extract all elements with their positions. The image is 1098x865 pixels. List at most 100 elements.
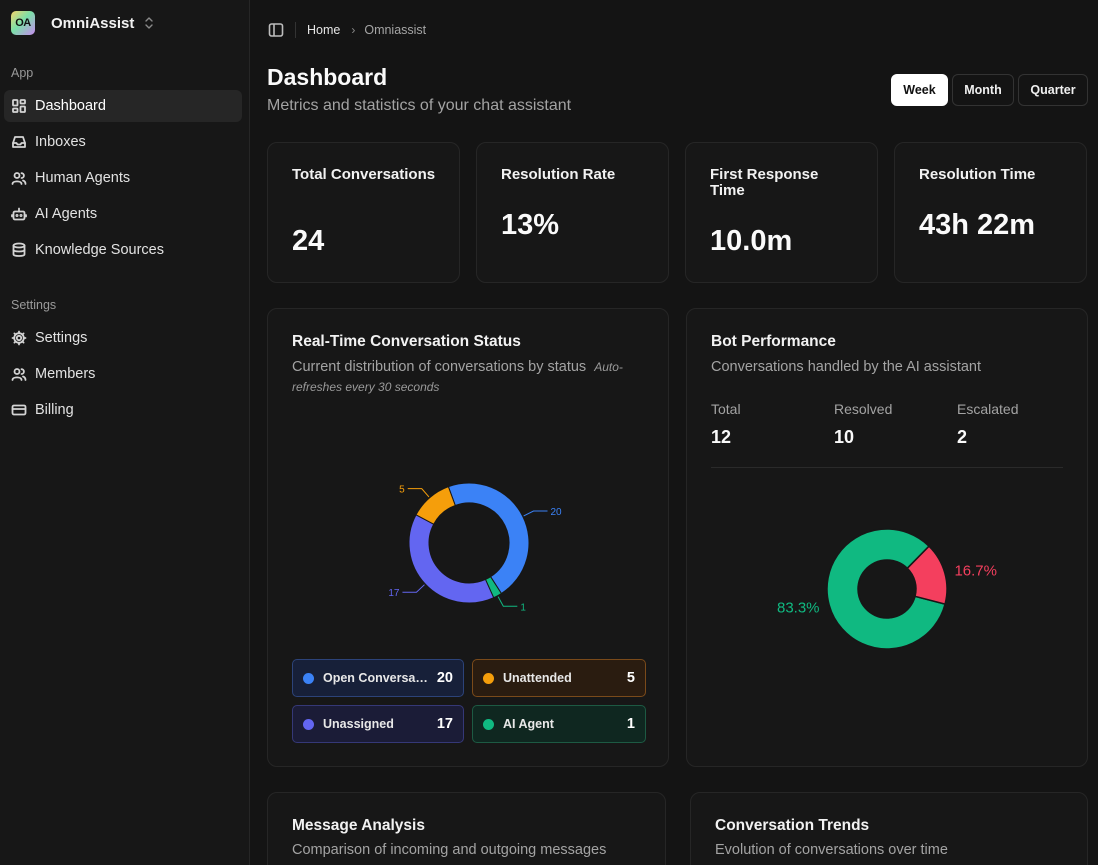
users-icon <box>11 172 27 185</box>
legend-dot <box>303 672 314 684</box>
card-subtitle-text: Current distribution of conversations by… <box>292 359 587 375</box>
realtime-status-card: Real-Time Conversation Status Current di… <box>267 308 669 767</box>
legend-open-conversations[interactable]: Open Conversations 20 <box>292 659 464 697</box>
sidebar-item-knowledge-sources[interactable]: Knowledge Sources <box>4 234 242 266</box>
legend-value: 5 <box>626 670 635 686</box>
message-analysis-card: Message Analysis Comparison of incoming … <box>267 792 666 865</box>
leader-line <box>523 510 548 517</box>
card-subtitle: Conversations handled by the AI assistan… <box>711 359 982 375</box>
conversation-trends-card: Conversation Trends Evolution of convers… <box>690 792 1088 865</box>
stat-label: Total Conversations <box>292 166 436 183</box>
divider <box>711 467 1063 468</box>
stat-card-total-conversations: Total Conversations 24 <box>267 142 460 283</box>
data-label: 5 <box>399 485 405 496</box>
sidebar-item-label: AI Agents <box>35 206 98 222</box>
sidebar-item-dashboard[interactable]: Dashboard <box>4 90 242 122</box>
stat-value: 24 <box>292 225 325 257</box>
stat-value: 10.0m <box>710 225 793 257</box>
legend-ai-agent[interactable]: AI Agent 1 <box>472 705 646 743</box>
credit-card-icon <box>11 404 27 416</box>
realtime-donut-chart: 20 1 17 5 <box>388 482 563 613</box>
users-icon <box>11 368 27 381</box>
period-quarter-button[interactable]: Quarter <box>1018 74 1088 106</box>
card-title: Real-Time Conversation Status <box>292 333 521 350</box>
database-icon <box>12 242 26 257</box>
card-subtitle: Comparison of incoming and outgoing mess… <box>292 842 607 858</box>
sidebar-item-label: Human Agents <box>35 170 131 186</box>
workspace-switcher[interactable]: OA OmniAssist <box>11 11 154 35</box>
data-label: 83.3% <box>777 600 820 617</box>
card-title: Message Analysis <box>292 817 425 834</box>
stat-card-resolution-rate: Resolution Rate 13% <box>476 142 669 283</box>
period-month-button[interactable]: Month <box>952 74 1014 106</box>
card-title: Conversation Trends <box>715 817 870 834</box>
sidebar-item-label: Members <box>35 366 96 382</box>
bot-metric-value: 2 <box>957 427 968 447</box>
stat-card-first-response-time: First Response Time 10.0m <box>685 142 878 283</box>
gear-icon <box>11 330 27 346</box>
bot-metric-value: 10 <box>834 427 855 447</box>
breadcrumb: Home › Omniassist <box>307 23 426 37</box>
legend-dot <box>483 718 494 730</box>
sidebar-item-billing[interactable]: Billing <box>4 394 242 426</box>
sidebar-item-label: Dashboard <box>35 98 106 114</box>
legend-value: 20 <box>436 670 453 686</box>
data-label: 16.7% <box>954 562 997 579</box>
donut-slice-unattended[interactable] <box>415 486 456 525</box>
donut-slice-escalated[interactable] <box>906 545 948 606</box>
legend-dot <box>483 672 494 684</box>
chevron-right-icon: › <box>351 23 356 37</box>
sidebar-item-members[interactable]: Members <box>4 358 242 390</box>
app-section-label: App <box>11 66 34 80</box>
stat-label: Resolution Time <box>919 166 1036 183</box>
legend-label: Unassigned <box>323 717 394 731</box>
sidebar-item-human-agents[interactable]: Human Agents <box>4 162 242 194</box>
leader-line <box>402 584 425 593</box>
bot-metric-label: Resolved <box>834 401 893 417</box>
leader-line <box>407 488 430 498</box>
stat-value: 13% <box>501 209 560 241</box>
sidebar-item-settings[interactable]: Settings <box>4 322 242 354</box>
auto-refresh-note: Auto-refreshes every 30 seconds <box>292 360 623 394</box>
donut-slice-open-conversations[interactable] <box>447 482 530 595</box>
sidebar-item-label: Knowledge Sources <box>35 242 164 258</box>
bot-performance-donut-chart: 83.3% 16.7% <box>777 528 997 650</box>
legend-value: 17 <box>436 716 453 732</box>
settings-section-label: Settings <box>11 298 57 312</box>
stat-card-resolution-time: Resolution Time 43h 22m <box>894 142 1087 283</box>
breadcrumb-home-link[interactable]: Home <box>307 23 341 37</box>
sidebar-item-label: Settings <box>35 330 88 346</box>
sidebar: OA OmniAssist App Dashboard Inboxes Huma… <box>0 0 250 865</box>
stat-label: Resolution Rate <box>501 166 616 183</box>
legend-unassigned[interactable]: Unassigned 17 <box>292 705 464 743</box>
sidebar-item-inboxes[interactable]: Inboxes <box>4 126 242 158</box>
stat-value: 43h 22m <box>919 209 1036 241</box>
period-week-button[interactable]: Week <box>891 74 948 106</box>
sidebar-item-label: Billing <box>35 402 74 418</box>
sidebar-item-ai-agents[interactable]: AI Agents <box>4 198 242 230</box>
topbar: Home › Omniassist <box>268 20 426 40</box>
card-subtitle: Current distribution of conversations by… <box>292 357 652 397</box>
brand-logo: OA <box>11 11 35 35</box>
sidebar-toggle-icon[interactable] <box>268 22 284 38</box>
chevron-up-down-icon <box>144 16 154 30</box>
donut-slice-unassigned[interactable] <box>408 514 495 604</box>
data-label: 20 <box>551 507 563 518</box>
bot-performance-card: Bot Performance Conversations handled by… <box>686 308 1088 767</box>
page-title: Dashboard <box>267 64 388 90</box>
legend-dot <box>303 718 314 730</box>
legend-label: Open Conversations <box>323 671 429 685</box>
legend-label: AI Agent <box>503 717 554 731</box>
legend-unattended[interactable]: Unattended 5 <box>472 659 646 697</box>
page-subtitle: Metrics and statistics of your chat assi… <box>267 97 572 114</box>
bot-metric-label: Escalated <box>957 401 1019 417</box>
sidebar-item-label: Inboxes <box>35 134 86 150</box>
card-title: Bot Performance <box>711 333 836 350</box>
legend-label: Unattended <box>503 671 572 685</box>
dashboard-icon <box>12 99 26 113</box>
brand-name: OmniAssist <box>51 14 135 32</box>
data-label: 17 <box>388 588 400 599</box>
data-label: 1 <box>520 602 526 613</box>
leader-line <box>497 596 518 607</box>
bot-icon <box>11 207 27 221</box>
